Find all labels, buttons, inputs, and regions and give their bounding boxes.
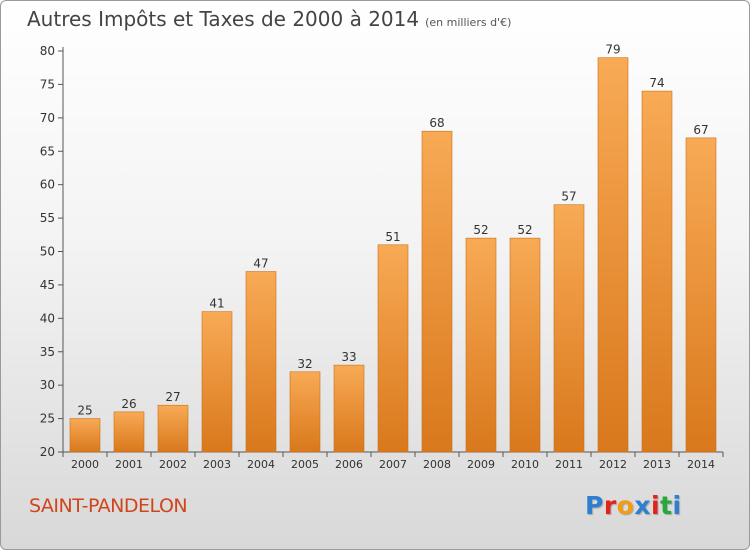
value-label-2004: 47 [253,257,268,271]
value-label-2003: 41 [209,297,224,311]
x-tick-label-2006: 2006 [335,458,363,471]
y-tick-label: 30 [40,378,55,392]
axes: 20 25 30 35 40 45 50 55 60 65 70 75 80 2000 2001 2002 20… [40,44,724,471]
proxiti-logo: Proxiti [585,491,682,520]
x-tick-label-2012: 2012 [599,458,627,471]
logo-letter: i [672,491,682,520]
value-label-2005: 32 [297,357,312,371]
bar-2005 [289,371,321,453]
y-tick-label: 65 [40,144,55,158]
value-label-2010: 52 [517,223,532,237]
value-label-2012: 79 [605,43,620,57]
x-tick-label-2002: 2002 [159,458,187,471]
bar-2004 [245,271,277,453]
x-tick-label-2007: 2007 [379,458,407,471]
value-label-2000: 25 [77,404,92,418]
y-tick-label: 40 [40,311,55,325]
y-tick-label: 75 [40,77,55,91]
bar-2013 [641,90,673,453]
x-tick-label-2000: 2000 [71,458,99,471]
x-tick-label-2008: 2008 [423,458,451,471]
value-label-2001: 26 [121,397,136,411]
bar-2001 [113,411,145,453]
value-label-2007: 51 [385,230,400,244]
x-tick-label-2004: 2004 [247,458,275,471]
bar-2002 [157,404,189,453]
logo-letter: i [651,491,661,520]
y-tick-label: 45 [40,278,55,292]
bar-2010 [509,237,541,453]
value-label-2011: 57 [561,190,576,204]
logo-letter: P [585,491,604,520]
chart-title-text: Autres Impôts et Taxes de 2000 à 2014 [27,7,420,31]
commune-name: SAINT-PANDELON [29,495,188,517]
y-tick-label: 50 [40,245,55,259]
logo-letter: r [603,491,617,520]
logo-letter: o [616,491,635,520]
x-tick-label-2001: 2001 [115,458,143,471]
y-tick-label: 25 [40,412,55,426]
x-tick-label-2011: 2011 [555,458,583,471]
y-tick-label: 35 [40,345,55,359]
y-tick-label: 70 [40,111,55,125]
x-tick-label-2013: 2013 [643,458,671,471]
value-labels-group: 25 26 27 41 47 32 33 51 68 52 52 57 79 74 67 [77,43,708,418]
bar-2000 [69,418,101,453]
chart-subtitle: (en milliers d'€) [425,16,512,29]
y-tick-label: 80 [40,44,55,58]
x-tick-label-2009: 2009 [467,458,495,471]
bar-2011 [553,204,585,453]
chart-title: Autres Impôts et Taxes de 2000 à 2014 (en… [27,7,511,31]
bar-2003 [201,311,233,453]
bar-2006 [333,364,365,453]
x-tick-label-2005: 2005 [291,458,319,471]
value-label-2014: 67 [693,123,708,137]
bar-2008 [421,130,453,453]
bar-2007 [377,244,409,453]
x-tick-label-2003: 2003 [203,458,231,471]
bars-group [69,57,717,453]
x-tick-label-2010: 2010 [511,458,539,471]
x-tick-label-2014: 2014 [687,458,715,471]
y-tick-label: 60 [40,178,55,192]
logo-letter: t [660,491,673,520]
bar-2012 [597,57,629,453]
bar-2009 [465,237,497,453]
bar-2014 [685,137,717,453]
y-tick-label: 55 [40,211,55,225]
value-label-2006: 33 [341,350,356,364]
y-tick-label: 20 [40,445,55,459]
value-label-2002: 27 [165,390,180,404]
value-label-2008: 68 [429,116,444,130]
value-label-2009: 52 [473,223,488,237]
value-label-2013: 74 [649,76,664,90]
logo-letter: x [634,491,651,520]
